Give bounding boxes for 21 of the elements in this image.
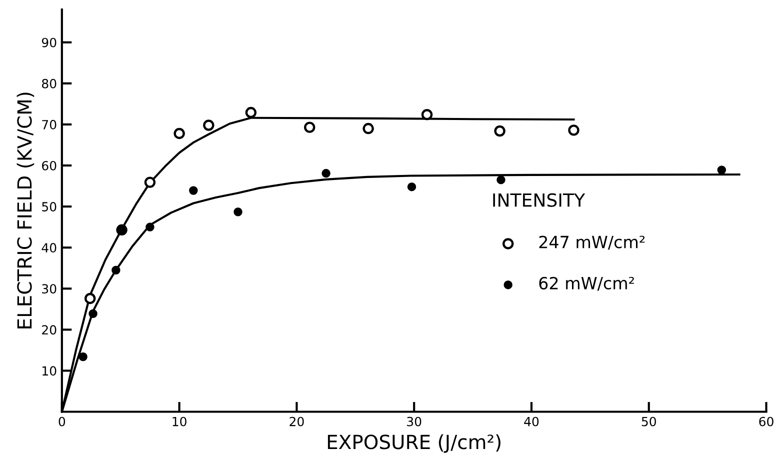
y-tick-label: 80	[42, 78, 56, 88]
x-tick-label: 60	[759, 416, 774, 426]
y-tick-label: 10	[42, 366, 56, 376]
y-tick-label: 70	[42, 120, 56, 130]
y-tick-label: 40	[42, 243, 56, 252]
legend-title: INTENSITY	[493, 193, 586, 207]
x-tick-label: 20	[290, 416, 304, 426]
y-tick-label: 20	[42, 325, 56, 335]
legend-label: 247 mW/cm²	[539, 236, 645, 250]
y-axis-title: ELECTRIC FIELD (KV/CM)	[16, 92, 34, 328]
legend-label: 62 mW/cm²	[539, 276, 634, 291]
x-tick-label: 40	[524, 416, 539, 426]
y-tick-label: 30	[42, 284, 56, 294]
x-tick-label: 50	[642, 416, 656, 426]
x-tick-label: 0	[58, 416, 66, 426]
x-tick-label: 30	[407, 416, 422, 426]
y-tick-label: 60	[42, 160, 56, 170]
x-axis-title: EXPOSURE (J/cm²)	[328, 434, 500, 453]
x-tick-label: 10	[172, 416, 186, 426]
y-tick-label: 50	[42, 202, 56, 212]
y-tick-label: 90	[42, 38, 56, 48]
